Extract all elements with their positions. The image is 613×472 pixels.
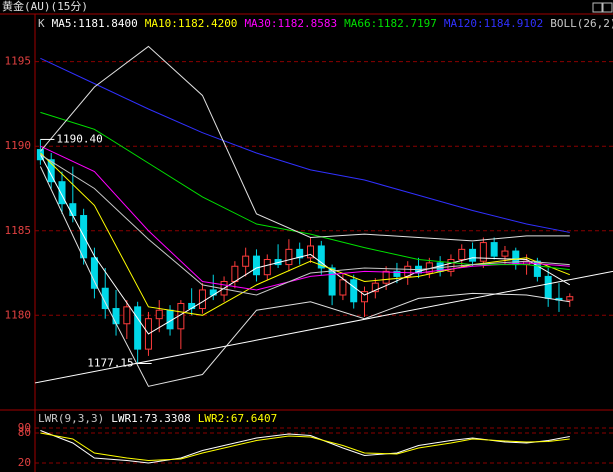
candle-body [155,309,163,320]
candle-body [490,242,498,257]
series-line [40,430,570,464]
candle-body [231,265,239,282]
candle-body [252,255,260,276]
candle-body [47,159,55,183]
legend-label: K [38,17,45,30]
window-button[interactable] [602,2,613,13]
candle-body [296,248,304,259]
window-title: 黄金(AU)(15分) [2,0,88,13]
series-line [39,154,571,335]
candle-body [458,248,466,261]
series-line [40,57,570,233]
legend-entry: MA30:1182.8583 [244,17,337,30]
candle-body [339,279,347,296]
series-line [40,154,570,296]
legend-entry: MA120:1184.9102 [444,17,543,30]
legend-entry: MA10:1182.4200 [145,17,238,30]
candle-body [58,181,66,205]
candle-body [566,296,574,301]
candle-body [350,279,358,303]
candle-body [469,248,477,262]
candle-body [328,267,336,296]
series-line [40,111,570,271]
candle-body [447,259,455,272]
legend-entry: MA5:1181.8400 [52,17,138,30]
candle-body [263,259,271,276]
candle-body [512,250,520,266]
y-tick-label: 1185 [5,224,32,237]
candle-body [544,275,552,299]
legend-entry: LWR2:67.6407 [198,412,277,425]
candle-body [382,270,390,284]
candle-body [101,287,109,310]
window-button[interactable] [592,2,603,13]
trendline [34,270,613,384]
candle-body [123,306,131,325]
y-tick-label: 80 [18,426,31,439]
legend-entry: MA66:1182.7197 [344,17,437,30]
candle-body [242,255,250,267]
annotation: 1190.40 [56,132,102,145]
candle-body [317,245,325,269]
candle-body [306,245,314,259]
candle-body [501,250,509,257]
candle-body [285,248,293,266]
annotation: 1177.15 [87,356,133,369]
candle-body [112,308,120,325]
candle-body [479,242,487,262]
candle-body [361,291,369,303]
candle-body [90,257,98,289]
candle-body [533,260,541,277]
legend-label: BOLL(26,2) [550,17,613,30]
candle-body [69,203,77,217]
series-line [39,166,570,387]
legend-label: LWR(9,3,3) [38,412,104,425]
series-line [40,432,570,462]
y-tick-label: 1180 [5,308,32,321]
candle-body [134,306,142,350]
y-tick-label: 1195 [5,55,32,68]
candle-body [198,289,206,310]
series-line [40,45,570,242]
series-line [40,145,570,291]
legend-entry: LWR1:73.3308 [111,412,190,425]
y-tick-label: 20 [18,456,31,469]
y-tick-label: 90 [18,421,31,434]
y-tick-label: 1190 [5,139,32,152]
candle-body [393,270,401,277]
candle-body [371,282,379,293]
series-line [40,152,570,316]
